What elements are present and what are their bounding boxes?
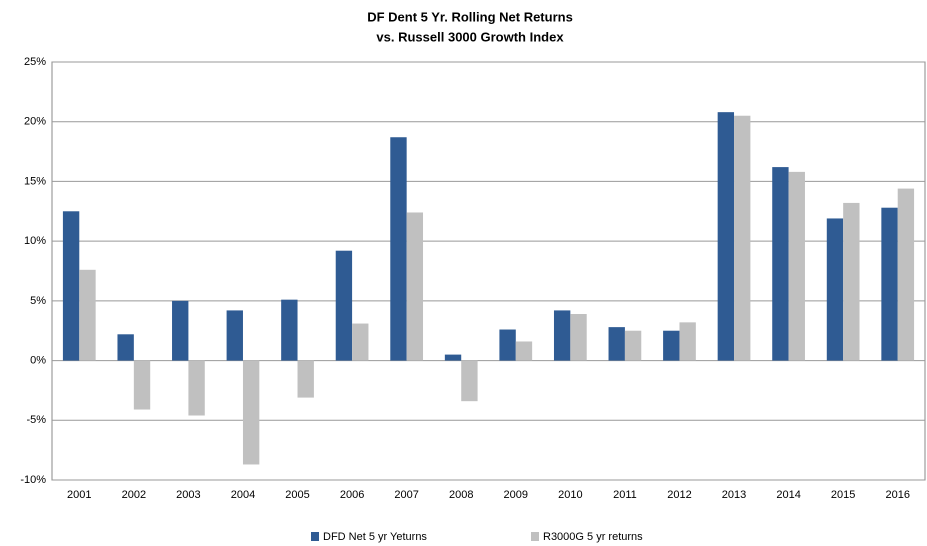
bar xyxy=(172,300,189,361)
bar xyxy=(133,360,151,410)
x-tick-label: 2009 xyxy=(504,489,528,501)
bar xyxy=(390,137,407,361)
x-tick-label: 2004 xyxy=(231,489,255,501)
x-tick-label: 2014 xyxy=(776,489,800,501)
bar xyxy=(772,167,789,361)
bar xyxy=(663,330,680,361)
x-tick-label: 2015 xyxy=(831,489,855,501)
legend-label: R3000G 5 yr returns xyxy=(543,531,643,543)
bar xyxy=(608,327,625,361)
x-tick-label: 2010 xyxy=(558,489,582,501)
chart-subtitle: vs. Russell 3000 Growth Index xyxy=(376,29,564,44)
bar xyxy=(843,202,860,361)
y-tick-label: -10% xyxy=(20,474,46,486)
bar xyxy=(679,322,696,361)
bar xyxy=(826,218,844,361)
bar xyxy=(570,313,587,361)
bar xyxy=(242,360,260,465)
bar xyxy=(788,171,805,361)
x-tick-label: 2005 xyxy=(285,489,309,501)
bar xyxy=(553,310,571,361)
x-tick-label: 2012 xyxy=(667,489,691,501)
bar xyxy=(444,354,462,361)
x-tick-label: 2013 xyxy=(722,489,746,501)
bar xyxy=(281,299,298,361)
bar xyxy=(461,360,478,402)
x-tick-label: 2016 xyxy=(885,489,909,501)
bar xyxy=(62,211,80,361)
x-tick-label: 2006 xyxy=(340,489,364,501)
bar xyxy=(117,334,134,361)
bar xyxy=(79,269,96,361)
x-tick-label: 2007 xyxy=(394,489,418,501)
bar xyxy=(717,112,735,361)
y-tick-label: 15% xyxy=(24,175,46,187)
x-tick-label: 2002 xyxy=(122,489,146,501)
bar xyxy=(499,329,516,361)
y-tick-label: 20% xyxy=(24,116,46,128)
legend-label: DFD Net 5 yr Yeturns xyxy=(323,531,427,543)
y-tick-label: 5% xyxy=(30,295,46,307)
bar xyxy=(624,330,642,361)
bar xyxy=(515,341,533,361)
legend-swatch xyxy=(311,532,319,541)
x-tick-label: 2003 xyxy=(176,489,200,501)
x-tick-label: 2008 xyxy=(449,489,473,501)
bar xyxy=(188,360,205,416)
bar xyxy=(897,188,915,361)
bar xyxy=(297,360,314,398)
bar xyxy=(881,207,898,361)
x-tick-label: 2011 xyxy=(613,489,637,501)
y-tick-label: 25% xyxy=(24,56,46,68)
bar xyxy=(335,250,353,361)
bar xyxy=(352,323,369,361)
chart-title: DF Dent 5 Yr. Rolling Net Returns xyxy=(367,9,573,24)
y-tick-label: -5% xyxy=(26,414,46,426)
y-tick-label: 0% xyxy=(30,354,46,366)
x-tick-label: 2001 xyxy=(67,489,91,501)
bar xyxy=(226,310,243,361)
bar xyxy=(406,212,424,361)
y-tick-label: 10% xyxy=(24,235,46,247)
bar xyxy=(734,115,751,361)
legend-swatch xyxy=(531,532,539,541)
